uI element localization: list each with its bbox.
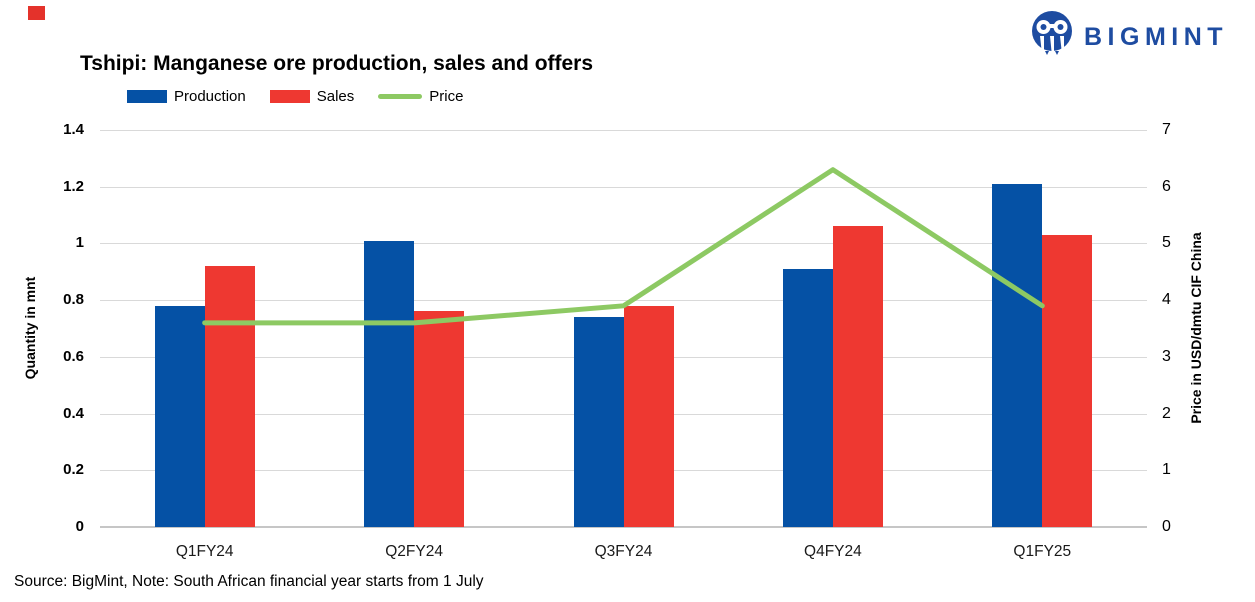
right-axis-tick: 5 <box>1162 234 1171 252</box>
legend-label-price: Price <box>429 88 464 105</box>
production-swatch-icon <box>127 90 167 103</box>
left-axis-tick: 0.8 <box>63 291 84 309</box>
x-axis-label: Q1FY24 <box>175 543 234 560</box>
sales-bar <box>414 311 465 527</box>
x-axis-label: Q2FY24 <box>385 543 443 560</box>
right-axis-title: Price in USD/dmtu CIF China <box>1188 232 1204 424</box>
right-axis-tick: 7 <box>1162 121 1171 138</box>
right-axis-tick: 3 <box>1162 347 1171 365</box>
production-bar <box>573 317 624 527</box>
bigmint-logo-text: BIGMINT <box>1084 23 1229 51</box>
sales-bar <box>1042 234 1093 527</box>
price-line-swatch-icon <box>378 94 423 99</box>
legend-item-sales: Sales <box>269 88 355 105</box>
gridline <box>100 300 1147 302</box>
legend-item-production: Production <box>127 88 246 105</box>
chart-title: Tshipi: Manganese ore production, sales … <box>80 52 594 75</box>
production-bar <box>154 305 205 527</box>
bigmint-owl-icon <box>1030 10 1074 65</box>
gridline <box>100 130 1147 131</box>
gridline <box>100 243 1147 245</box>
left-axis-tick: 1.2 <box>63 177 84 195</box>
right-axis-tick: 0 <box>1162 518 1171 535</box>
x-axis-label: Q1FY25 <box>1013 543 1072 560</box>
right-axis-tick: 2 <box>1162 404 1171 422</box>
right-axis-tick: 6 <box>1162 177 1171 195</box>
left-axis-tick: 1.4 <box>63 121 84 138</box>
legend-label-production: Production <box>174 88 246 105</box>
left-axis-tick: 0.6 <box>63 347 84 365</box>
left-axis-tick: 0 <box>75 518 84 535</box>
left-axis-tick: 0.2 <box>63 461 84 479</box>
legend-item-price: Price <box>378 88 463 105</box>
red-square-marker <box>28 6 45 20</box>
x-axis-line <box>100 526 1147 528</box>
legend-label-sales: Sales <box>316 88 355 105</box>
sales-swatch-icon <box>269 90 310 103</box>
x-axis-label: Q3FY24 <box>594 543 653 560</box>
source-note: Source: BigMint, Note: South African fin… <box>14 573 484 590</box>
gridline <box>100 186 1147 188</box>
x-axis-label: Q4FY24 <box>804 543 862 560</box>
sales-bar <box>832 226 883 527</box>
right-axis-tick: 1 <box>1162 461 1171 479</box>
chart-legend: Production Sales Price <box>127 88 463 105</box>
left-axis-tick: 0.4 <box>63 404 84 422</box>
left-axis-tick: 1 <box>75 234 84 252</box>
sales-bar <box>623 305 674 527</box>
production-bar <box>364 240 415 527</box>
bigmint-logo: BIGMINT <box>1030 10 1228 65</box>
sales-bar <box>204 266 255 527</box>
right-axis-tick: 4 <box>1162 291 1171 309</box>
production-bar <box>782 268 833 527</box>
production-bar <box>992 183 1043 527</box>
